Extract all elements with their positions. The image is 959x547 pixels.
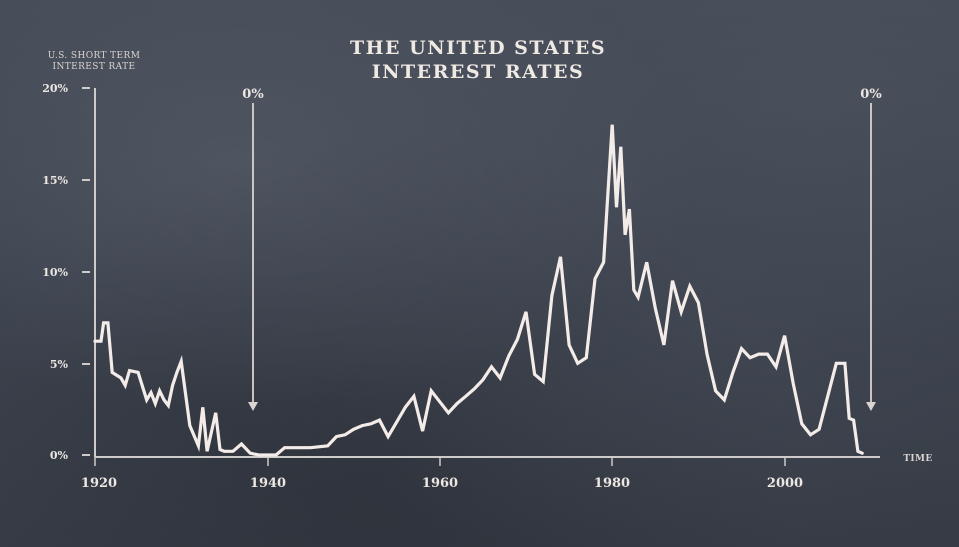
annotation-zero-2009: 0% [860, 87, 882, 411]
y-tick-label: 0% [50, 449, 69, 462]
x-axis-ticks: 1920 1940 1960 1980 2000 [81, 457, 803, 491]
x-tick-label: 1940 [250, 476, 286, 491]
y-axis-label-line-1: U.S. SHORT TERM [48, 51, 141, 61]
y-tick-label: 20% [42, 82, 68, 95]
arrow-down-icon [248, 402, 258, 411]
chart-title-line-1: THE UNITED STATES [350, 37, 606, 59]
x-tick-label: 1920 [81, 476, 117, 491]
y-tick-label: 10% [42, 266, 68, 279]
x-tick-label: 2000 [767, 476, 803, 491]
chart-title-line-2: INTEREST RATES [372, 61, 584, 83]
annotation-label: 0% [860, 87, 882, 102]
y-tick-label: 5% [50, 358, 69, 371]
arrow-down-icon [866, 402, 876, 411]
y-axis-ticks: 0% 5% 10% 15% 20% [42, 82, 90, 462]
x-axis-label: TIME [903, 454, 932, 464]
x-tick-label: 1960 [422, 476, 458, 491]
x-tick-label: 1980 [594, 476, 630, 491]
y-tick-label: 15% [42, 174, 68, 187]
annotation-zero-1938: 0% [242, 87, 264, 411]
interest-rate-line [93, 124, 864, 457]
annotation-label: 0% [242, 87, 264, 102]
y-axis-label-line-2: INTEREST RATE [53, 62, 136, 72]
